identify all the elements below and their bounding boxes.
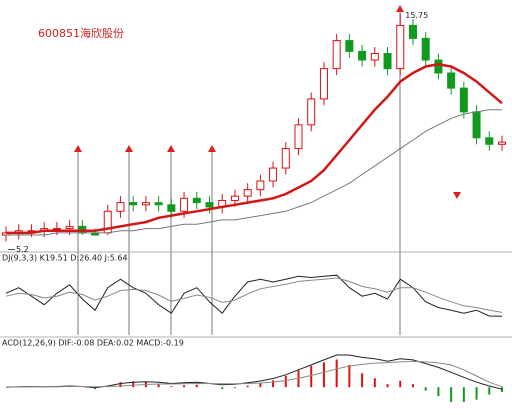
buy-arrow — [167, 145, 175, 152]
candle-body — [459, 87, 468, 113]
candle-body — [52, 228, 61, 231]
candle-body — [141, 202, 150, 206]
chart-title: 600851海欣股份 — [38, 26, 124, 40]
candle-body — [65, 225, 74, 230]
series-line — [5, 360, 503, 388]
candle-body — [370, 53, 379, 61]
candle-body — [192, 197, 201, 204]
candle-body — [116, 202, 125, 212]
candle-body — [383, 53, 392, 70]
candle-body — [319, 68, 328, 100]
candle-body — [472, 111, 481, 139]
buy-arrow — [208, 145, 216, 152]
sell-arrow — [453, 192, 461, 199]
candle-body — [408, 24, 417, 39]
buy-arrow — [74, 145, 82, 152]
candle-body — [230, 195, 239, 201]
panel-title: DJ(9,3,3) K19.51 D:26.40 J:5.64 — [2, 254, 128, 263]
candle-body — [167, 204, 176, 212]
series-line — [5, 274, 503, 317]
candle-body — [345, 40, 354, 52]
low-annotation: 5.2 — [16, 245, 29, 254]
high-annotation: 15.75 — [405, 11, 428, 20]
candle-body — [256, 180, 265, 191]
candle-body — [498, 141, 506, 145]
candle-body — [421, 37, 430, 61]
candle-body — [294, 124, 303, 150]
candle-body — [205, 202, 214, 208]
candle-body — [129, 202, 138, 206]
candle-body — [447, 72, 456, 89]
candle-body — [434, 59, 443, 74]
candle-body — [332, 40, 341, 70]
signal-arrows — [74, 5, 461, 199]
series-line — [5, 277, 503, 313]
buy-arrow — [396, 5, 404, 12]
candle-body — [396, 24, 405, 70]
candle-body — [281, 148, 290, 169]
buy-arrow — [125, 145, 133, 152]
candle-body — [243, 189, 252, 197]
candle-body — [154, 202, 163, 206]
series-line — [6, 109, 502, 236]
candle-body — [485, 137, 494, 145]
candle-body — [358, 50, 367, 61]
candle-body — [307, 98, 316, 126]
series-line — [6, 63, 503, 235]
candle-body — [180, 197, 189, 212]
candle-body — [269, 167, 278, 182]
panel-title: ACD(12,26,9) DIF:-0.08 DEA:0.02 MACD:-0.… — [2, 339, 184, 348]
